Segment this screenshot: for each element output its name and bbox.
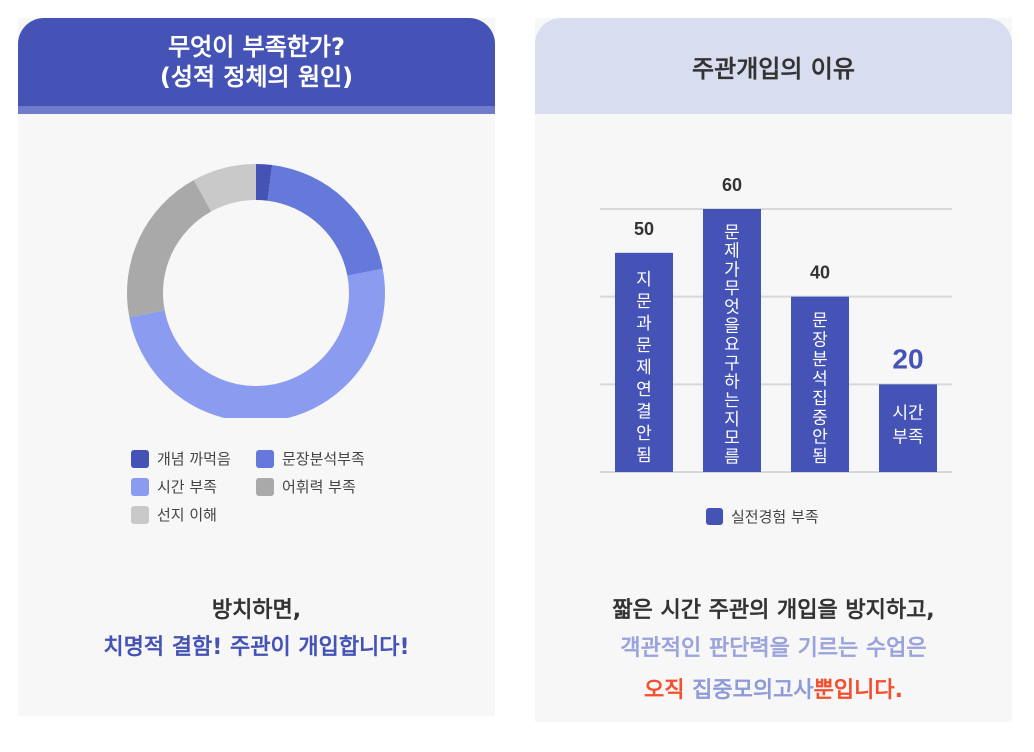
svg-text:제: 제 xyxy=(724,242,740,262)
legend-swatch xyxy=(706,508,723,525)
svg-text:는: 는 xyxy=(724,391,740,411)
bar xyxy=(615,252,673,472)
svg-text:연: 연 xyxy=(636,380,652,400)
svg-text:안: 안 xyxy=(812,428,828,448)
legend-swatch xyxy=(131,505,149,524)
data-label: 20 xyxy=(892,343,923,374)
svg-text:엇: 엇 xyxy=(724,298,740,318)
svg-text:하: 하 xyxy=(724,372,740,392)
bar xyxy=(791,296,849,472)
legend-swatch xyxy=(256,477,274,496)
donut-slice xyxy=(127,179,212,318)
bar xyxy=(703,209,761,472)
donut-chart xyxy=(127,164,385,418)
data-label: 50 xyxy=(634,219,654,239)
cause-title-line1: 무엇이 부족한가? xyxy=(168,33,345,61)
svg-text:과: 과 xyxy=(636,314,652,334)
donut-slice xyxy=(193,164,256,212)
svg-text:문: 문 xyxy=(724,223,740,243)
svg-text:무: 무 xyxy=(724,279,740,299)
legend-label: 어휘력 부족 xyxy=(282,478,356,496)
legend-label: 개념 까먹음 xyxy=(157,450,231,468)
legend-swatch xyxy=(131,477,149,496)
legend-item: 시간 부족 xyxy=(131,476,217,497)
reason-message-3b: 집중모의고사 xyxy=(692,678,814,703)
reason-card: 주관개입의 이유 50 지 문 과 문 제 연 결 안 됨 60 문 제 가 무 엇 을 요 구 하 는 지 모 름 40 문 장 분… xyxy=(535,18,1012,722)
legend-item: 선지 이해 xyxy=(131,504,217,525)
cause-message-2: 치명적 결함! 주관이 개입합니다! xyxy=(103,635,410,660)
donut-slice xyxy=(256,164,273,201)
svg-text:안: 안 xyxy=(636,424,652,444)
legend-swatch xyxy=(256,449,274,468)
legend-swatch xyxy=(131,449,149,468)
svg-text:문: 문 xyxy=(812,311,828,331)
svg-text:모: 모 xyxy=(724,429,740,449)
legend-item: 개념 까먹음 xyxy=(131,448,231,469)
legend-label: 시간 부족 xyxy=(157,478,217,496)
legend-label: 실전경험 부족 xyxy=(731,508,819,526)
donut-slice xyxy=(129,268,385,418)
svg-text:석: 석 xyxy=(812,369,828,389)
svg-text:집: 집 xyxy=(812,389,828,409)
svg-text:시간: 시간 xyxy=(892,403,924,423)
svg-text:됨: 됨 xyxy=(636,446,652,466)
svg-text:됨: 됨 xyxy=(812,447,828,467)
reason-message-1: 짧은 시간 주관의 개입을 방지하고, xyxy=(612,598,935,623)
svg-text:름: 름 xyxy=(724,447,740,467)
svg-text:분: 분 xyxy=(812,350,828,370)
cause-header: 무엇이 부족한가? (성적 정체의 원인) xyxy=(18,18,495,106)
svg-text:중: 중 xyxy=(812,408,828,428)
reason-message-3c: 뿐입니다. xyxy=(813,678,903,703)
cause-title-line2: (성적 정체의 원인) xyxy=(159,63,354,91)
svg-text:장: 장 xyxy=(812,331,828,351)
reason-message-3a: 오직 xyxy=(644,678,693,703)
cause-message-1: 방치하면, xyxy=(211,598,302,623)
legend-label: 문장분석부족 xyxy=(282,450,365,468)
svg-text:가: 가 xyxy=(724,260,740,280)
svg-text:요: 요 xyxy=(724,335,740,355)
legend-item: 문장분석부족 xyxy=(256,448,365,469)
svg-text:지: 지 xyxy=(724,410,740,430)
reason-message-3: 오직 집중모의고사뿐입니다. xyxy=(535,672,1012,704)
svg-text:제: 제 xyxy=(636,358,652,378)
legend-item: 어휘력 부족 xyxy=(256,476,356,497)
bar xyxy=(879,384,937,472)
svg-text:문: 문 xyxy=(636,336,652,356)
svg-text:을: 을 xyxy=(724,316,740,336)
svg-text:결: 결 xyxy=(636,402,652,422)
svg-text:부족: 부족 xyxy=(892,427,923,447)
data-label: 60 xyxy=(722,175,742,195)
header-strip xyxy=(18,106,495,114)
legend-label: 선지 이해 xyxy=(157,506,217,524)
reason-header: 주관개입의 이유 xyxy=(535,18,1012,114)
svg-text:지: 지 xyxy=(636,270,652,290)
donut-slice xyxy=(267,165,383,276)
reason-message-2: 객관적인 판단력을 기르는 수업은 xyxy=(620,636,927,661)
svg-text:문: 문 xyxy=(636,292,652,312)
svg-text:구: 구 xyxy=(724,354,740,374)
bar-chart: 50지문과문제연결안됨60문제가무엇을요구하는지모름40문장분석집중안됨20시간… xyxy=(600,175,952,526)
reason-title: 주관개입의 이유 xyxy=(692,54,855,83)
data-label: 40 xyxy=(810,263,830,283)
